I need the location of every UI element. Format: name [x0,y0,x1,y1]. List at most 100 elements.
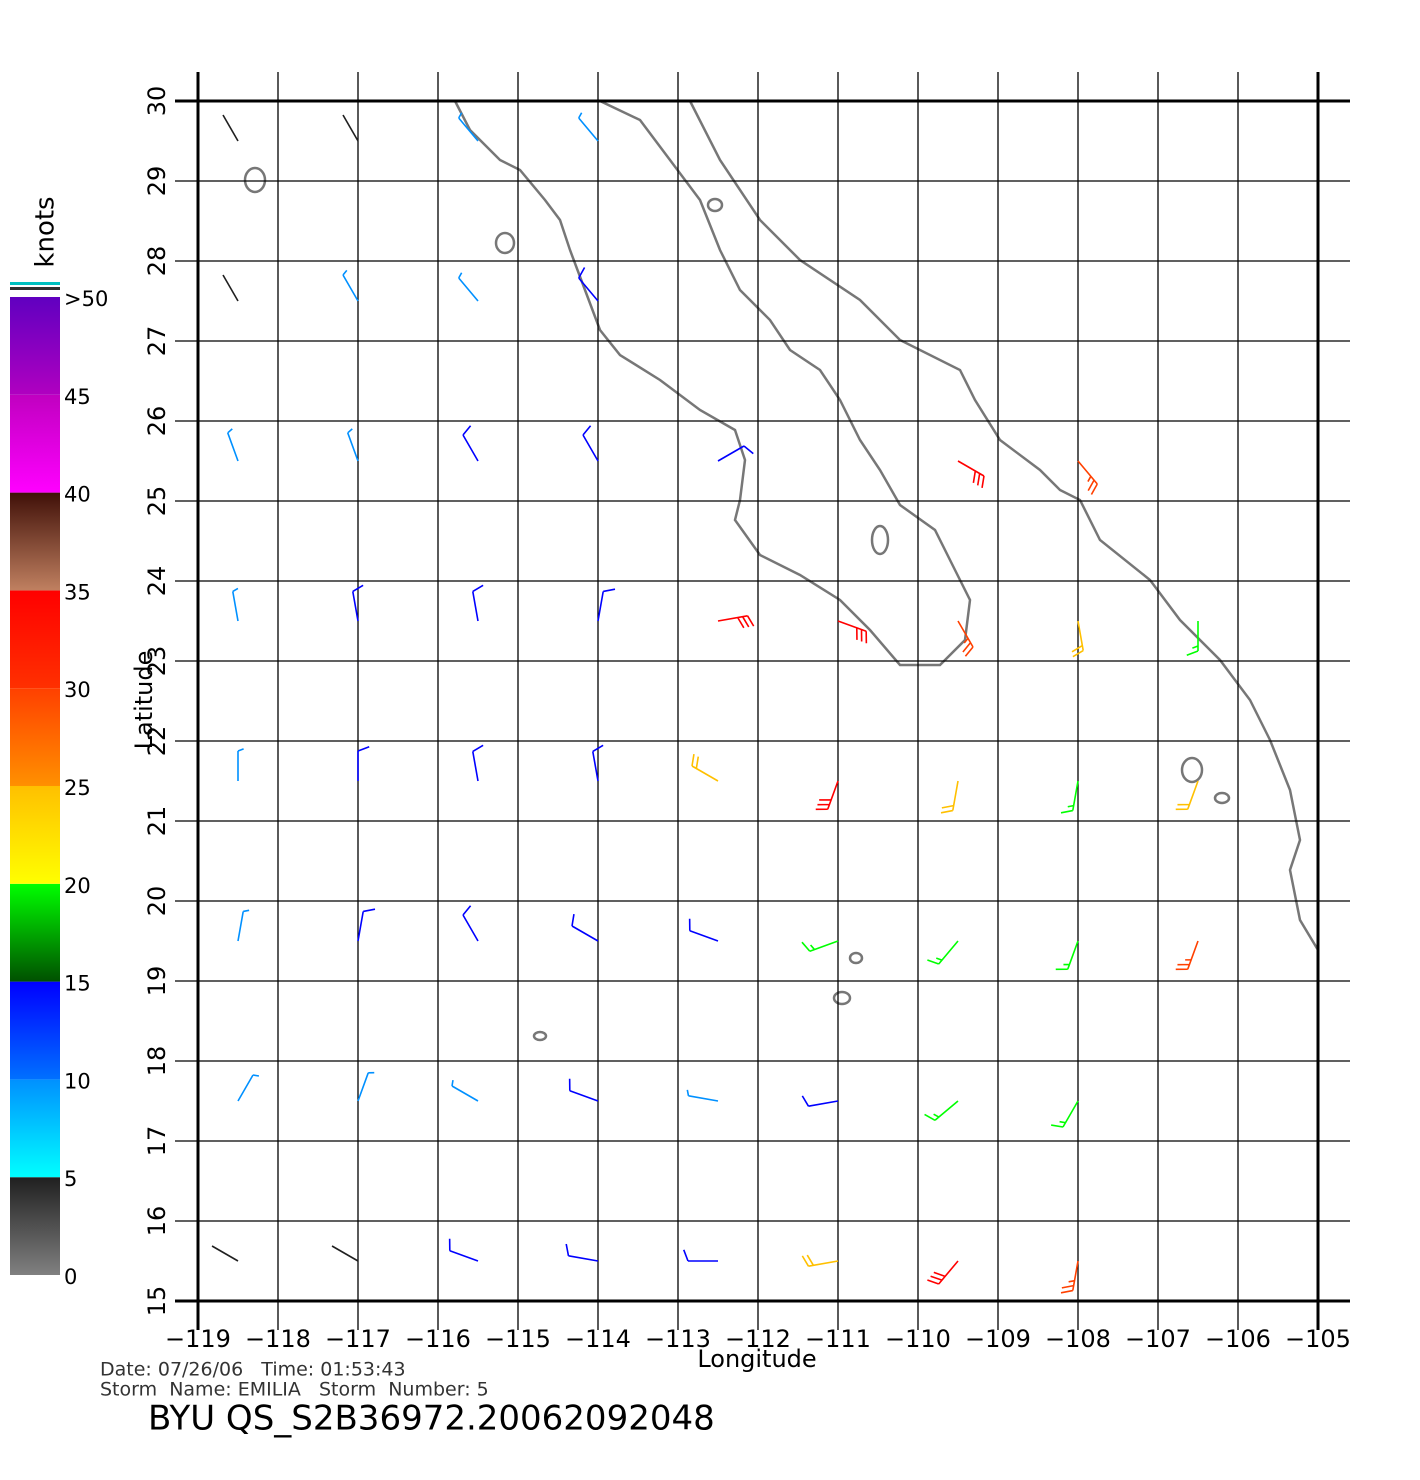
colorbar-decor [10,287,60,290]
wind-barb [1175,940,1199,971]
x-tick-label: −119 [165,1325,231,1353]
wind-barb [222,274,239,302]
x-tick-label: −117 [325,1325,391,1353]
wind-barb [451,1079,479,1102]
colorbar-segment [10,981,60,1080]
colorbar: knots 0 5 10 15 20 25 30 35 40 45 >50 [10,196,108,1289]
colorbar-tick-label: >50 [64,287,108,311]
x-tick-label: −107 [1125,1325,1191,1353]
wind-barb [472,584,484,622]
coastline [243,99,1320,1042]
y-tick-label: 30 [143,86,171,117]
wind-barb [927,940,959,965]
wind-barb [448,1238,479,1262]
wind-barb [924,1100,959,1121]
wind-barb [571,914,599,942]
x-tick-label: −114 [565,1325,631,1353]
colorbar-segment [10,786,60,884]
wind-barb [578,112,599,142]
wind-barb [801,1095,839,1107]
y-axis-label: Latitude [130,651,158,750]
wind-barb [357,745,370,781]
wind-barb [237,909,250,942]
x-tick-label: −113 [645,1325,711,1353]
wind-barb [458,272,479,302]
colorbar-segment [10,297,60,395]
x-tick-label: −115 [485,1325,551,1353]
wind-barb [801,940,839,953]
x-tick-label: −109 [965,1325,1031,1353]
wind-barb [597,588,616,622]
y-tick-label: 26 [143,406,171,437]
y-tick-label: 23 [143,646,171,677]
wind-barb [582,425,599,462]
wind-barb [801,1254,839,1267]
y-tick-label: 19 [143,966,171,997]
colorbar-tick-label: 45 [64,385,91,409]
x-tick-label: −105 [1285,1325,1351,1353]
wind-barb [682,1249,718,1262]
wind-barb [222,114,239,142]
wind-barb [688,918,719,942]
footer-storm: Storm Name: EMILIA Storm Number: 5 [100,1379,489,1401]
wind-barb [352,584,364,622]
wind-barb [717,615,755,629]
wind-barb [957,620,974,657]
wind-barb [1060,1260,1079,1294]
wind-barb [342,269,359,302]
x-tick-label: −106 [1205,1325,1271,1353]
colorbar-tick-label: 25 [64,776,91,800]
y-tick-label: 24 [143,566,171,597]
grid [175,72,1350,1330]
y-tick-label: 20 [143,886,171,917]
wind-barb [578,267,599,302]
wind-barb [342,114,359,142]
colorbar-segment [10,394,60,493]
x-tick-label: −116 [405,1325,471,1353]
wind-barb [1077,460,1098,495]
wind-barb [232,587,239,622]
wind-barb [458,112,479,142]
colorbar-segment [10,590,60,689]
colorbar-tick-label: 10 [64,1069,91,1093]
wind-barb [357,908,376,942]
wind-barb [1186,621,1199,657]
wind-barb [1071,620,1084,658]
colorbar-label: knots [31,196,61,267]
wind-barb [957,460,985,488]
colorbar-segment [10,1079,60,1178]
colorbar-segment [10,883,60,982]
y-tick-label: 15 [143,1286,171,1317]
y-tick-label: 25 [143,486,171,517]
y-tick-label: 16 [143,1206,171,1237]
wind-barb [568,1078,599,1102]
wind-barb [331,1245,359,1262]
wind-barb [211,1245,239,1262]
wind-barb [357,1071,375,1102]
barbs [211,112,1199,1294]
y-tick-label: 28 [143,246,171,277]
colorbar-tick-label: 30 [64,678,91,702]
wind-barb [837,620,868,644]
wind-barb [565,1243,599,1262]
colorbar-tick-label: 5 [64,1167,77,1191]
wind-barb [927,1260,959,1285]
x-tick-label: −112 [725,1325,791,1353]
x-tick-label: −108 [1045,1325,1111,1353]
footer-date: Date: 07/26/06 Time: 01:53:43 [100,1359,406,1381]
wind-barb [472,744,484,782]
y-tick-label: 17 [143,1126,171,1157]
wind-barb [346,428,359,462]
wind-barb [1055,940,1079,971]
wind-barb [1060,780,1079,814]
x-tick-label: −118 [245,1325,311,1353]
x-axis-label: Longitude [697,1345,816,1373]
y-tick-label: 18 [143,1046,171,1077]
footer-title: BYU QS_S2B36972.20062092048 [148,1399,715,1439]
colorbar-tick-label: 0 [64,1265,77,1289]
colorbar-segment [10,492,60,591]
wind-barb [940,780,959,814]
wind-barb [237,748,244,781]
colorbar-tick-label: 20 [64,874,91,898]
